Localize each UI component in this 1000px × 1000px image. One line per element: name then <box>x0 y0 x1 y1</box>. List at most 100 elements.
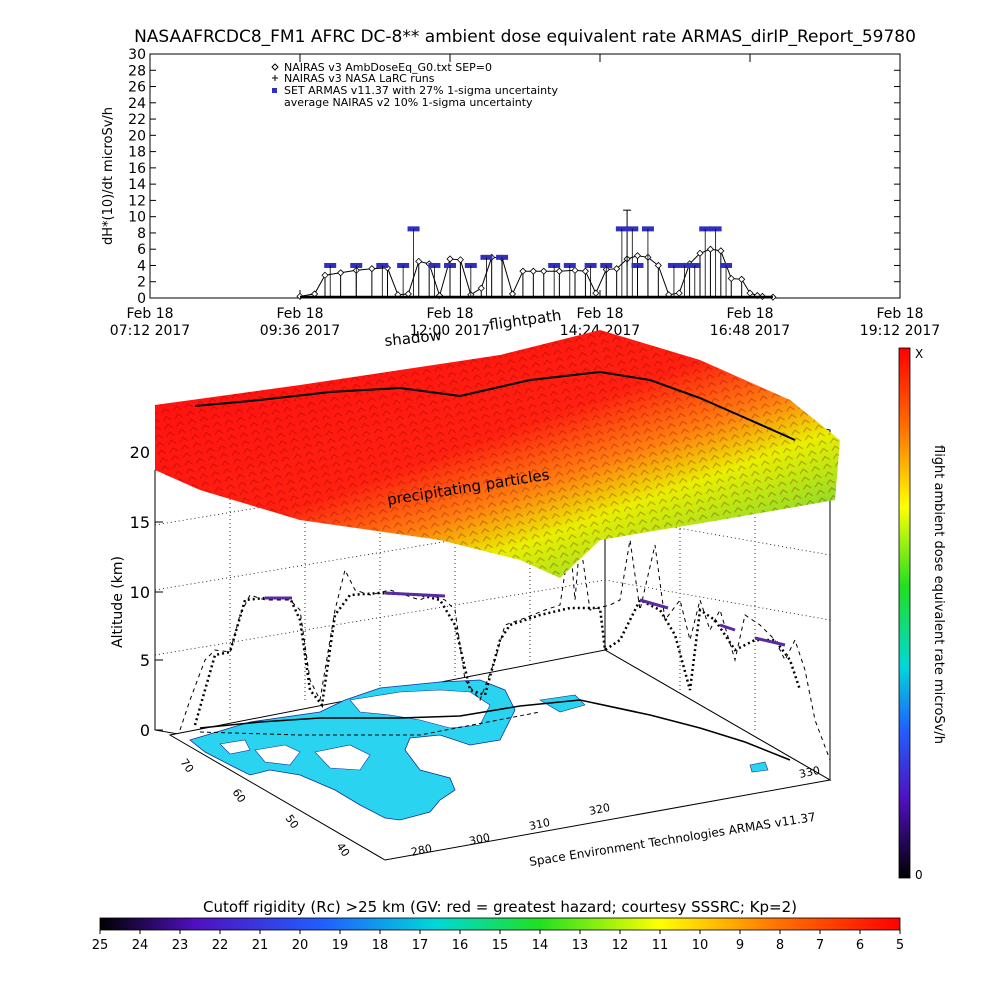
top-y-tick-label: 28 <box>128 63 146 79</box>
legend-square-icon <box>272 88 277 93</box>
longitude-axis: 280 300 310 320 330 <box>410 764 821 859</box>
series-nairas-line <box>299 248 773 298</box>
longitude-tick-label: 320 <box>588 801 611 818</box>
rigidity-tick-label: 15 <box>492 938 509 953</box>
longitude-tick-label: 300 <box>468 831 491 848</box>
island-land-1 <box>254 744 301 766</box>
armas-profile-segment <box>754 636 786 647</box>
series-nairas-point <box>581 267 589 275</box>
latitude-tick-label: 50 <box>283 812 302 831</box>
legend-item-3: average NAIRAS v2 10% 1-sigma uncertaint… <box>284 96 533 109</box>
longitude-tick-label: 330 <box>798 764 821 781</box>
top-legend: NAIRAS v3 AmbDoseEq_G0.txt SEP=0 NAIRAS … <box>271 61 558 109</box>
rigidity-tick-label: 5 <box>896 938 904 953</box>
ground-plane <box>168 649 832 861</box>
rigidity-tick-label: 14 <box>532 938 549 953</box>
series-nairas-point <box>727 274 735 283</box>
ground-flight-shadow-dashed <box>199 711 541 736</box>
dose-colorbar-bottom-label: 0 <box>915 868 923 882</box>
legend-item-1: NAIRAS v3 NASA LaRC runs <box>284 72 435 85</box>
series-nairas-point <box>592 289 600 297</box>
series-nairas-point <box>446 255 454 263</box>
altitude-tick-label: 10 <box>130 583 150 602</box>
series-nairas-point <box>696 249 704 257</box>
rigidity-tick-label: 13 <box>572 938 589 953</box>
top-x-tick-day: Feb 18 <box>576 306 623 322</box>
armas-profile-segment <box>639 598 669 610</box>
top-x-tick-day: Feb 18 <box>276 306 323 322</box>
latitude-tick-label: 70 <box>178 756 197 775</box>
series-nairas-point <box>555 267 563 275</box>
top-x-tick-day: Feb 18 <box>726 306 773 322</box>
rigidity-tick-label: 7 <box>816 938 824 953</box>
altitude-axis-label: Altitude (km) <box>110 556 126 648</box>
rigidity-tick-label: 9 <box>736 938 744 953</box>
top-x-tick-day: Feb 18 <box>126 306 173 322</box>
island-land-3 <box>219 739 251 755</box>
longitude-tick-label: 280 <box>410 842 433 859</box>
flightpath-line <box>194 370 796 441</box>
series-nairas-point <box>633 252 642 260</box>
ground-flight-shadow <box>199 699 791 761</box>
series-nairas-point <box>738 275 746 283</box>
dose-colorbar-gradient <box>898 347 911 879</box>
top-y-tick-label: 10 <box>128 210 146 226</box>
dose-colorbar: X 0 flight ambient dose equivalent rate … <box>898 347 946 882</box>
legend-plus-icon <box>272 75 278 81</box>
longitude-tick-label: 310 <box>528 816 551 833</box>
top-y-axis-label: dH*(10)/dt microSv/h <box>101 107 116 245</box>
series-armas-point <box>480 254 493 260</box>
rigidity-tick-label: 18 <box>372 938 389 953</box>
series-nairas-point <box>706 245 714 253</box>
small-lake-1 <box>539 694 586 713</box>
series-armas-point <box>496 254 509 260</box>
series-nairas-point <box>529 267 537 275</box>
armas-profile-segment <box>719 623 736 632</box>
rigidity-tick-label: 25 <box>92 938 109 953</box>
greenland-land <box>349 689 491 729</box>
top-y-tick-label: 16 <box>128 161 146 177</box>
series-nairas-point <box>675 289 683 297</box>
dose-sheet: shadow flightpath precipitating particle… <box>155 306 840 578</box>
latitude-tick-label: 60 <box>230 786 249 805</box>
rigidity-tick-label: 23 <box>172 938 189 953</box>
altitude-tick-label: 0 <box>140 721 150 740</box>
top-y-tick-label: 0 <box>137 291 146 307</box>
dose-colorbar-top-label: X <box>915 347 923 361</box>
rigidity-tick-label: 10 <box>692 938 709 953</box>
altitude-profile <box>179 539 831 761</box>
top-y-tick-label: 14 <box>128 177 146 193</box>
legend-diamond-icon <box>271 63 279 71</box>
rigidity-colorbar: Cutoff rigidity (Rc) >25 km (GV: red = g… <box>92 898 904 953</box>
top-y-tick-label: 20 <box>128 128 146 144</box>
series-nairas-point <box>519 267 527 275</box>
top-y-tick-label: 12 <box>128 193 146 209</box>
top-y-tick-label: 22 <box>128 112 146 128</box>
rigidity-tick-label: 16 <box>452 938 469 953</box>
altitude-tick-label: 15 <box>130 513 150 532</box>
altitude-tick-label: 5 <box>140 651 150 670</box>
rigidity-colorbar-ticks: 25 24 23 22 21 20 19 18 17 16 15 14 13 12 11 10 9 8 7 6 5 <box>92 930 904 953</box>
top-x-tick-time: 12:00 2017 <box>410 323 490 339</box>
top-y-tick-label: 4 <box>137 258 146 274</box>
top-y-tick-label: 6 <box>137 242 146 258</box>
rigidity-tick-label: 21 <box>252 938 269 953</box>
label-flightpath: flightpath <box>488 306 562 334</box>
rigidity-tick-label: 19 <box>332 938 349 953</box>
armas-profile-segment <box>384 591 446 598</box>
dose-colorbar-label: flight ambient dose equivalent rate micr… <box>931 445 946 744</box>
top-x-tick-time: 09:36 2017 <box>260 323 340 339</box>
rigidity-tick-label: 8 <box>776 938 784 953</box>
series-nairas-point <box>337 269 345 277</box>
series-nairas-point <box>368 265 376 273</box>
rigidity-tick-label: 6 <box>856 938 864 953</box>
series-nairas-point <box>654 261 662 270</box>
dose-sheet-texture <box>155 330 840 578</box>
top-series-group <box>296 209 777 301</box>
top-y-tick-label: 2 <box>137 275 146 291</box>
rigidity-colorbar-gradient <box>99 917 901 931</box>
small-lake-2 <box>749 761 769 773</box>
armas-profile-segments <box>265 591 786 647</box>
